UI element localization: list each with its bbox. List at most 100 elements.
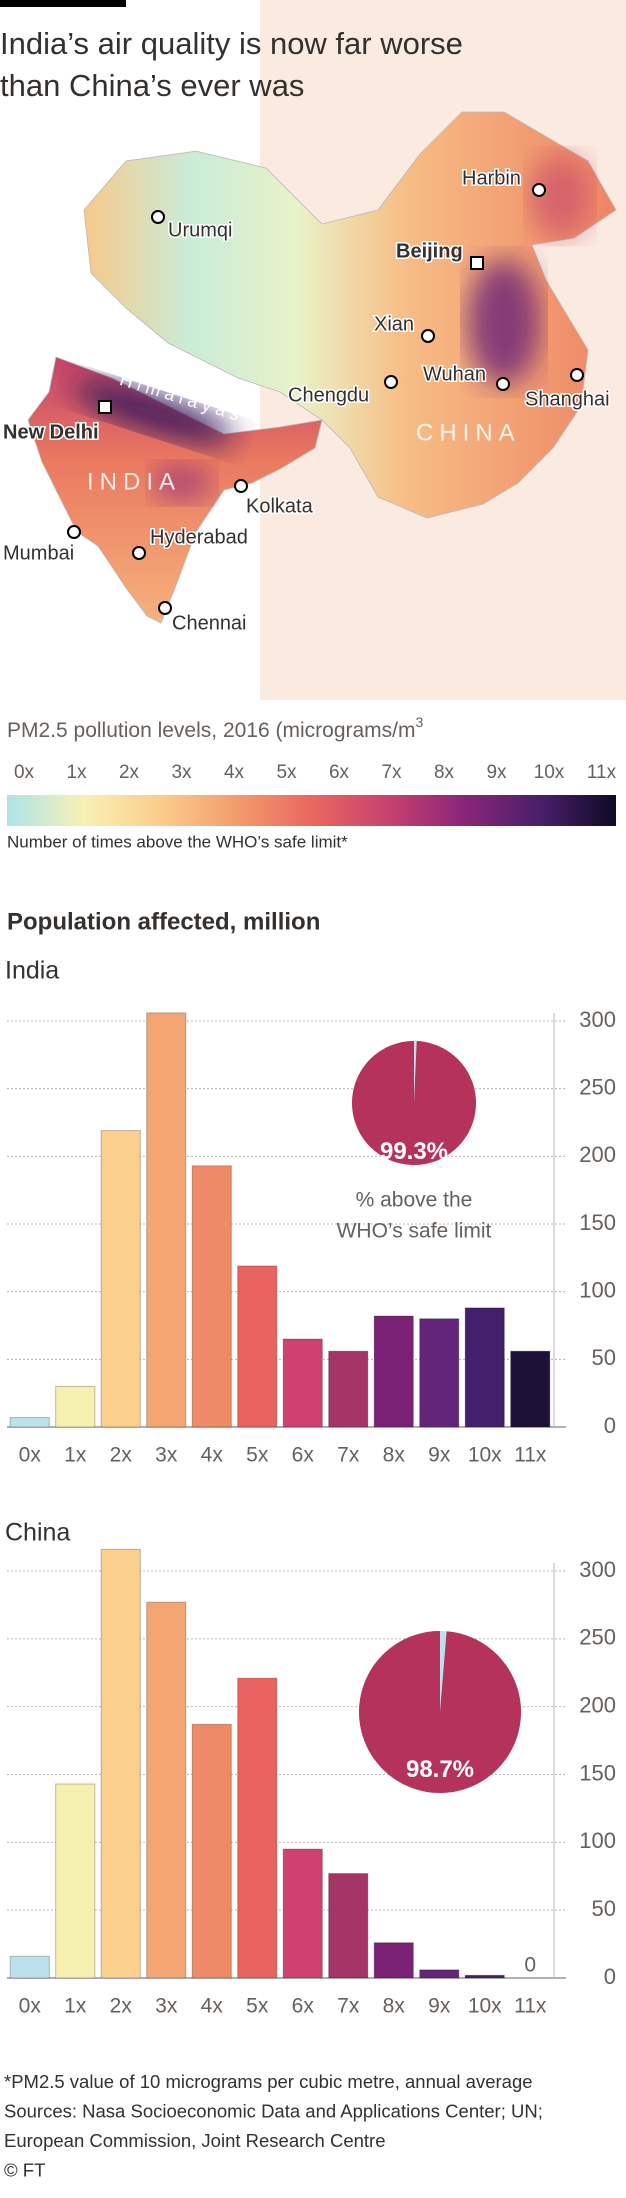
pie-caption: % above the xyxy=(356,1189,473,1212)
x-tick-label: 11x xyxy=(514,1444,547,1467)
x-tick-label: 5x xyxy=(246,1995,269,2018)
y-tick-label: 0 xyxy=(604,1964,616,1989)
y-tick-label: 200 xyxy=(579,1692,616,1717)
bar xyxy=(419,1969,460,1979)
bar xyxy=(328,1350,369,1428)
bar xyxy=(328,1873,369,1979)
city-marker xyxy=(132,546,146,560)
x-tick-label: 4x xyxy=(201,1995,224,2018)
x-tick-label: 10x xyxy=(468,1995,502,2018)
x-tick-label: 1x xyxy=(64,1995,87,2018)
city-marker xyxy=(67,525,81,539)
city-label: Mumbai xyxy=(3,542,74,564)
legend-note: Number of times above the WHO’s safe lim… xyxy=(7,832,348,851)
x-tick-label: 9x xyxy=(428,1444,451,1467)
legend-tick-label: 4x xyxy=(224,762,245,783)
y-tick-label: 100 xyxy=(579,1828,616,1853)
legend-tick-label: 8x xyxy=(434,762,455,783)
x-tick-label: 9x xyxy=(428,1995,451,2018)
x-tick-label: 6x xyxy=(292,1444,315,1467)
city-label: Beijing xyxy=(396,240,463,262)
bar xyxy=(191,1723,232,1979)
legend-tick-label: 9x xyxy=(486,762,507,783)
legend-tick-label: 1x xyxy=(66,762,87,783)
x-tick-label: 6x xyxy=(292,1995,315,2018)
bar xyxy=(55,1385,96,1428)
legend-tick-label: 0x xyxy=(14,762,35,783)
title: India’s air quality is now far worse xyxy=(0,26,463,61)
bar xyxy=(9,1955,50,1979)
bar xyxy=(146,1012,187,1428)
x-tick-label: 2x xyxy=(110,1444,133,1467)
city-label: New Delhi xyxy=(3,421,99,443)
bar xyxy=(191,1165,232,1428)
bar xyxy=(282,1848,323,1979)
city-label: Urumqi xyxy=(168,219,232,241)
x-tick-label: 0x xyxy=(19,1444,42,1467)
y-tick-label: 300 xyxy=(579,1557,616,1582)
city-marker xyxy=(151,210,165,224)
x-tick-label: 1x xyxy=(64,1444,87,1467)
legend-gradient xyxy=(7,795,616,826)
city-label: Xian xyxy=(374,313,414,335)
city-marker xyxy=(532,183,546,197)
bar xyxy=(282,1338,323,1428)
y-tick-label: 250 xyxy=(579,1074,616,1099)
region-label: CHINA xyxy=(416,419,521,446)
city-marker xyxy=(570,368,584,382)
city-marker xyxy=(98,400,112,414)
y-tick-label: 50 xyxy=(592,1896,616,1921)
bar xyxy=(373,1315,414,1428)
city-label: Hyderabad xyxy=(150,526,248,548)
y-tick-label: 100 xyxy=(579,1277,616,1302)
pie-label: 98.7% xyxy=(406,1756,474,1783)
y-tick-label: 50 xyxy=(592,1345,616,1370)
footer-line: European Commission, Joint Research Cent… xyxy=(4,2130,385,2151)
pie-caption: WHO’s safe limit xyxy=(337,1220,492,1243)
bar xyxy=(419,1318,460,1428)
brand-bar xyxy=(0,0,126,7)
legend-tick-label: 2x xyxy=(119,762,140,783)
bar xyxy=(146,1601,187,1979)
y-tick-label: 250 xyxy=(579,1625,616,1650)
city-label: Kolkata xyxy=(246,495,314,517)
x-tick-label: 8x xyxy=(383,1995,406,2018)
x-tick-label: 10x xyxy=(468,1444,502,1467)
bar xyxy=(373,1942,414,1979)
bar xyxy=(464,1974,505,1979)
legend-title-sup: 3 xyxy=(416,714,424,730)
map xyxy=(27,111,617,624)
x-tick-label: 3x xyxy=(155,1995,178,2018)
bar xyxy=(510,1350,551,1428)
city-label: Shanghai xyxy=(525,388,610,410)
legend-tick-label: 3x xyxy=(171,762,192,783)
y-tick-label: 150 xyxy=(579,1760,616,1785)
hotspot xyxy=(467,259,541,385)
legend-title: PM2.5 pollution levels, 2016 (micrograms… xyxy=(7,714,424,742)
city-label: Chengdu xyxy=(288,384,369,406)
footer-line: © FT xyxy=(4,2159,45,2180)
pie-slice xyxy=(352,1041,477,1165)
city-marker xyxy=(234,479,248,493)
bar xyxy=(9,1417,50,1428)
bar xyxy=(237,1265,278,1428)
x-tick-label: 7x xyxy=(337,1995,360,2018)
city-marker xyxy=(384,375,398,389)
city-marker xyxy=(158,601,172,615)
bar xyxy=(100,1130,141,1428)
x-tick-label: 5x xyxy=(246,1444,269,1467)
x-tick-label: 4x xyxy=(201,1444,224,1467)
legend-tick-label: 10x xyxy=(534,762,565,783)
hotspot xyxy=(529,154,591,238)
hotspot xyxy=(151,463,213,503)
city-label: Chennai xyxy=(172,612,247,634)
bar xyxy=(237,1677,278,1979)
y-tick-label: 150 xyxy=(579,1210,616,1235)
hotspot xyxy=(73,381,235,445)
legend-tick-label: 5x xyxy=(276,762,297,783)
region-label: INDIA xyxy=(87,468,181,495)
footer-line: *PM2.5 value of 10 micrograms per cubic … xyxy=(4,2071,533,2092)
chart-title: China xyxy=(5,1519,70,1547)
